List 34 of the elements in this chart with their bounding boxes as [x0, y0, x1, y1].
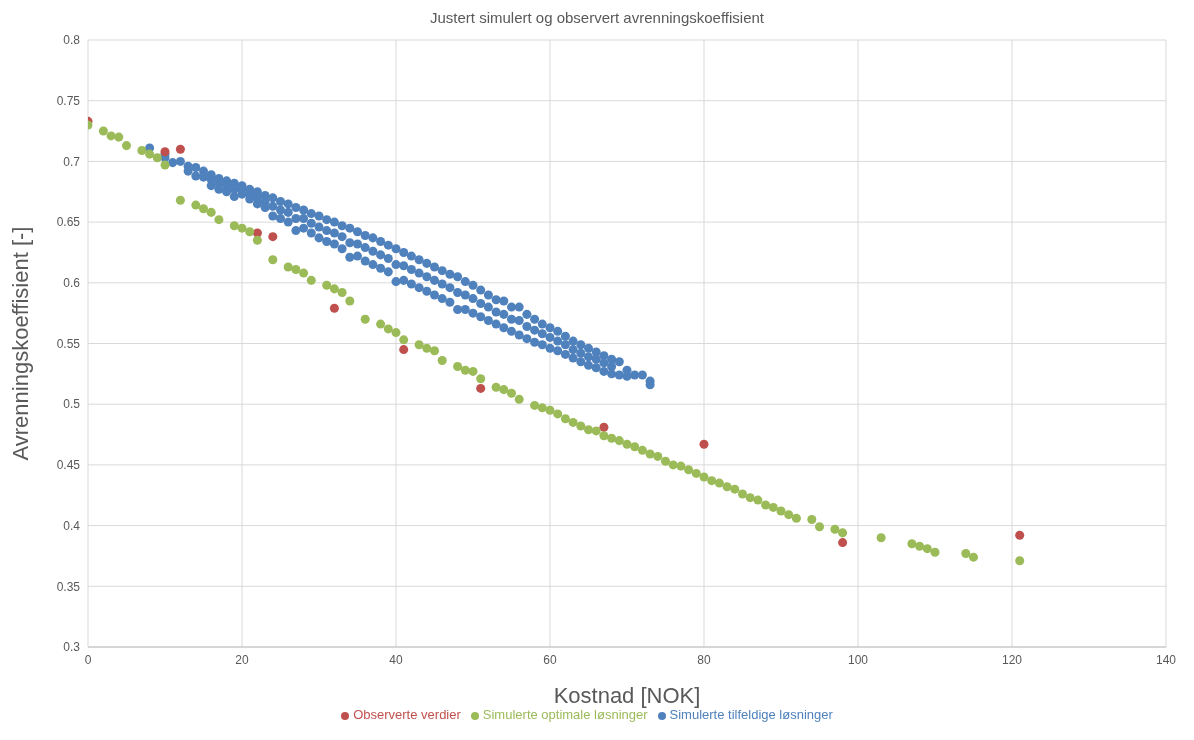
- point: [476, 383, 486, 393]
- x-tick-label: 20: [235, 652, 249, 667]
- x-tick-label: 120: [1001, 652, 1023, 667]
- y-tick-label: 0.7: [63, 154, 81, 169]
- x-tick-label: 40: [389, 652, 403, 667]
- y-tick-label: 0.3: [63, 640, 81, 655]
- y-tick-label: 0.55: [56, 336, 81, 351]
- point: [699, 439, 709, 449]
- x-tick-label: 60: [543, 652, 557, 667]
- y-tick-label: 0.65: [56, 215, 81, 230]
- point: [1015, 530, 1025, 540]
- point: [599, 422, 609, 432]
- x-tick-label: 80: [697, 652, 711, 667]
- x-axis-title: Kostnad [NOK]: [553, 683, 701, 708]
- y-tick-label: 0.45: [56, 458, 81, 473]
- y-tick-label: 0.5: [63, 397, 81, 412]
- point: [175, 144, 185, 154]
- legend-label: Simulerte optimale løsninger: [482, 707, 648, 722]
- legend-label: Simulerte tilfeldige løsninger: [669, 707, 833, 722]
- point: [399, 345, 409, 355]
- y-tick-label: 0.75: [56, 93, 81, 108]
- y-tick-label: 0.8: [63, 33, 81, 48]
- x-tick-label: 100: [847, 652, 869, 667]
- point: [268, 232, 278, 242]
- y-tick-label: 0.4: [63, 518, 81, 533]
- x-tick-label: 0: [84, 652, 92, 667]
- chart-title: Justert simulert og observert avrenningskoeffisient: [428, 8, 766, 28]
- point: [838, 538, 848, 548]
- legend-label: Observerte verdier: [353, 707, 461, 722]
- y-axis-title: Avrenningskoeffisient [-]: [7, 226, 33, 461]
- point: [329, 303, 339, 313]
- x-tick-label: 140: [1155, 652, 1177, 667]
- y-tick-label: 0.6: [63, 276, 81, 291]
- y-tick-label: 0.35: [56, 579, 81, 594]
